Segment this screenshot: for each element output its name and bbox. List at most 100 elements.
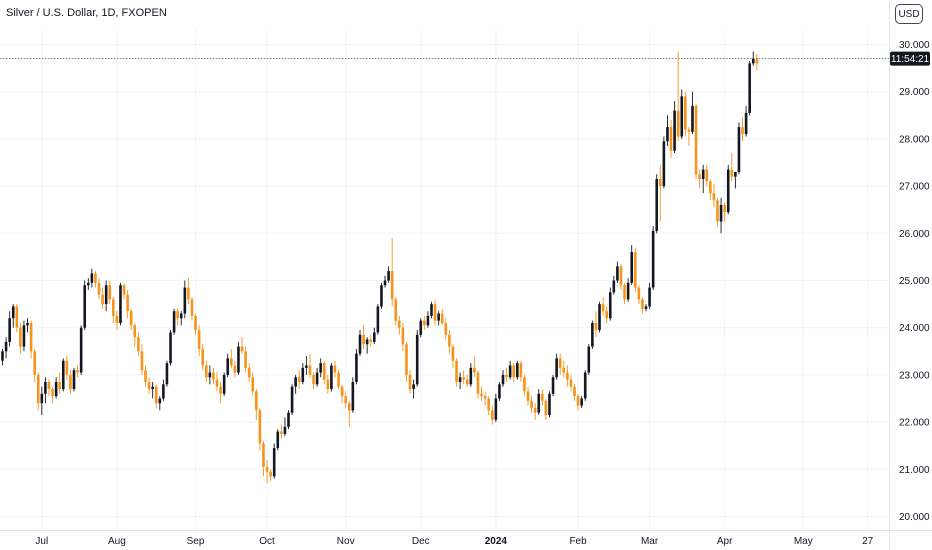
candle-body	[705, 169, 709, 182]
candle-body	[19, 327, 22, 347]
candle-body	[183, 287, 187, 314]
candle-body	[358, 334, 362, 354]
candle-body	[487, 398, 490, 411]
candle-body	[680, 96, 684, 137]
price-axis[interactable]: 20.000 21.000 22.000 23.000 24.000 25.000 26.0…	[889, 0, 931, 550]
candle-body	[737, 127, 741, 172]
candle-body	[133, 325, 137, 338]
candle-body	[11, 306, 15, 319]
candle-body	[187, 287, 190, 300]
candle-body	[172, 311, 176, 333]
candle-body	[301, 367, 305, 382]
candle-body	[29, 322, 33, 352]
candle-body	[387, 271, 390, 281]
time-axis[interactable]: Jul Aug Sep Oct Nov Dec 2024 Feb Mar Apr May 27	[0, 530, 932, 548]
candle-body	[623, 285, 626, 300]
candle-body	[283, 426, 287, 434]
candle-body	[83, 285, 87, 328]
y-tick-label: 30.000	[899, 40, 930, 51]
candle-body	[394, 299, 398, 321]
x-tick-label: May	[794, 536, 813, 547]
symbol-title: Silver / U.S. Dollar, 1D, FXOPEN	[6, 7, 167, 19]
candle-body	[637, 287, 641, 300]
candle-body	[398, 320, 401, 328]
candle-body	[516, 363, 519, 378]
candle-body	[251, 377, 255, 392]
currency-button[interactable]: USD	[895, 4, 923, 24]
candle-body	[297, 377, 301, 382]
x-tick-label: Oct	[259, 536, 275, 547]
y-tick-label: 28.000	[899, 134, 930, 145]
price-label: 11:54:21	[890, 51, 930, 66]
candle-body	[240, 346, 244, 352]
y-tick-label: 29.000	[899, 87, 930, 98]
candle-body	[355, 353, 358, 382]
x-tick-label: Nov	[337, 536, 355, 547]
candle-body	[641, 299, 644, 309]
x-tick-label: Sep	[187, 536, 205, 547]
x-tick-label: 27	[862, 536, 874, 547]
candle-body	[58, 381, 61, 390]
candle-body	[115, 315, 119, 323]
candle-body	[544, 400, 548, 416]
candle-body	[694, 105, 698, 175]
candle-body	[33, 351, 36, 375]
candle-body	[619, 266, 623, 286]
y-tick-label: 26.000	[899, 229, 930, 240]
candle-body	[179, 313, 183, 319]
candle-body	[204, 365, 208, 378]
candle-body	[290, 386, 294, 413]
candle-body	[612, 280, 616, 293]
candle-body	[108, 285, 112, 300]
candle-body	[440, 313, 444, 323]
candle-body	[730, 169, 734, 177]
candle-body	[616, 266, 619, 281]
candle-body	[137, 337, 140, 352]
candle-body	[662, 141, 666, 187]
candle-body	[512, 365, 516, 378]
candle-body	[408, 374, 412, 390]
x-tick-label: Dec	[412, 536, 430, 547]
candle-body	[26, 322, 29, 326]
candle-body	[76, 370, 79, 373]
candle-body	[44, 381, 47, 394]
x-tick-label: Aug	[108, 536, 126, 547]
candle-body	[94, 273, 97, 283]
candle-body	[483, 396, 487, 399]
candle-body	[365, 339, 369, 345]
candle-body	[601, 304, 605, 312]
candle-body	[90, 273, 94, 283]
candle-body	[272, 448, 276, 477]
candle-body	[129, 311, 133, 326]
candle-body	[426, 315, 430, 326]
candle-body	[262, 443, 265, 467]
candle-body	[576, 396, 580, 406]
candle-body	[526, 391, 530, 401]
candle-body	[104, 285, 108, 305]
candle-body	[558, 358, 562, 368]
candle-body	[208, 372, 212, 378]
candle-body	[530, 400, 533, 408]
candle-body	[280, 431, 283, 434]
candle-body	[508, 365, 512, 378]
candle-body	[162, 384, 165, 399]
candle-body	[219, 386, 222, 394]
candle-body	[455, 360, 458, 382]
candlestick-series	[1, 51, 759, 484]
candle-body	[294, 377, 297, 387]
candle-body	[265, 466, 269, 472]
candle-body	[312, 374, 315, 385]
candle-body	[533, 407, 537, 413]
candle-body	[233, 365, 237, 373]
candle-body	[401, 327, 405, 345]
candle-body	[287, 412, 290, 427]
candle-body	[72, 370, 76, 390]
candle-body	[79, 327, 83, 373]
x-tick-label: 2024	[485, 536, 508, 547]
candle-body	[648, 287, 651, 307]
candle-body	[230, 358, 233, 366]
candle-body	[322, 363, 326, 380]
price-label-text: 11:54:21	[891, 54, 930, 65]
candle-body	[598, 304, 601, 331]
